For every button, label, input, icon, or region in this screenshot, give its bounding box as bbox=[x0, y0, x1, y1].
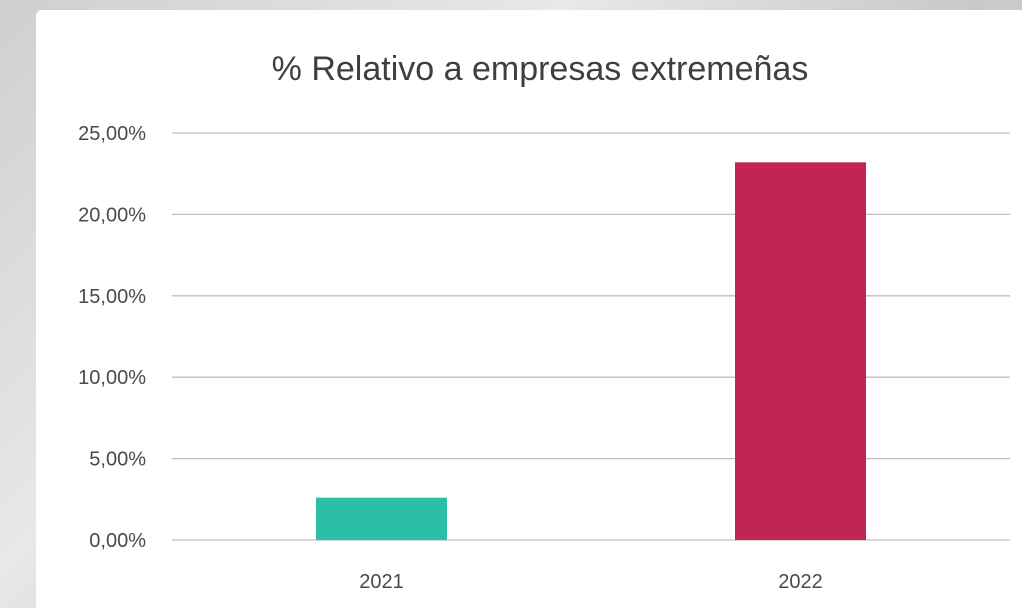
y-tick-label: 10,00% bbox=[78, 367, 146, 389]
y-tick-label: 0,00% bbox=[89, 530, 146, 552]
y-tick-label: 25,00% bbox=[78, 123, 146, 145]
chart-title: % Relativo a empresas extremeñas bbox=[272, 50, 809, 88]
bars bbox=[316, 162, 866, 540]
bar-2021 bbox=[316, 497, 447, 540]
y-tick-label: 5,00% bbox=[89, 449, 146, 471]
gridlines bbox=[172, 132, 1010, 541]
y-axis-tick-labels: 0,00% 5,00% 10,00% 15,00% 20,00% 25,00% bbox=[78, 123, 146, 552]
x-category-label: 2022 bbox=[778, 571, 823, 593]
x-axis-category-labels: 2021 2022 bbox=[359, 571, 823, 593]
x-category-label: 2021 bbox=[359, 571, 404, 593]
y-tick-label: 20,00% bbox=[78, 204, 146, 226]
bar-2022 bbox=[735, 162, 866, 540]
y-tick-label: 15,00% bbox=[78, 286, 146, 308]
